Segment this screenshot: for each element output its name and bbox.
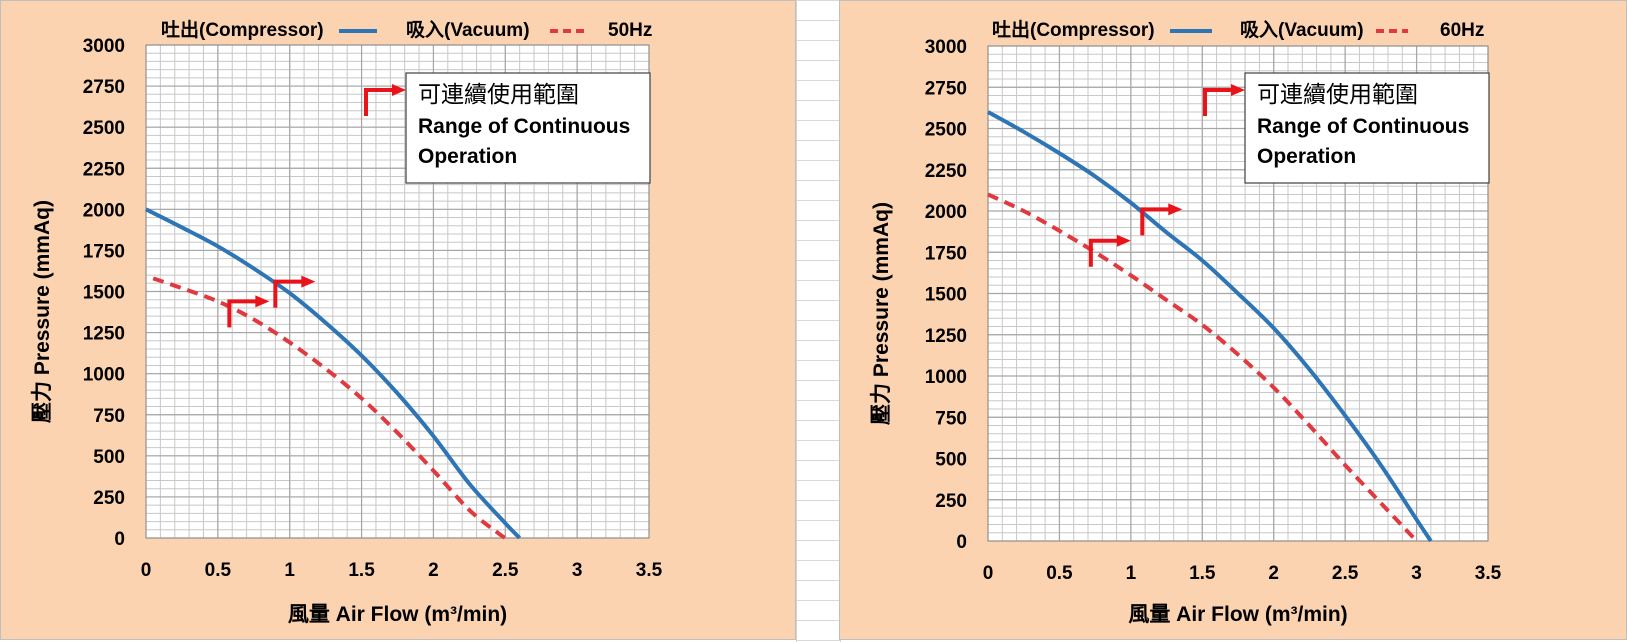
arrow-shaft	[364, 88, 394, 116]
y-tick-label: 2000	[925, 202, 967, 223]
x-tick-label: 1.5	[348, 560, 375, 581]
y-tick-label: 1750	[83, 241, 125, 262]
arrow-head	[1168, 203, 1183, 216]
chart-panel-60hz: 0 0.5 1 1.5 2 2.5 3 3.5 0 250 500 750 1000 1250 1500 17…	[839, 0, 1627, 640]
arrow-head	[255, 295, 270, 308]
annotation-text-en-1: Range of Continuous	[1257, 115, 1469, 138]
y-tick-label: 2500	[925, 120, 967, 141]
chart-svg-50hz: 0 0.5 1 1.5 2 2.5 3 3.5 0 250 500 750 1000 1250 1500 17…	[31, 18, 663, 626]
y-tick-label: 3000	[83, 36, 125, 57]
x-tick-label: 0	[983, 563, 994, 584]
x-tick-label: 2	[1268, 563, 1279, 584]
y-tick-label: 2500	[83, 118, 125, 139]
compressor-series-line	[987, 110, 1433, 543]
y-tick-label: 2250	[83, 159, 125, 180]
plot-border	[145, 44, 650, 539]
y-tick-label: 250	[935, 491, 967, 512]
x-tick-label: 0	[141, 560, 152, 581]
compressor-limit-arrow	[1140, 203, 1183, 236]
arrow-shaft	[1203, 88, 1233, 116]
y-tick-label: 0	[114, 529, 125, 550]
frequency-label: 50Hz	[608, 20, 652, 41]
arrow-head	[301, 275, 316, 288]
vacuum-limit-arrow	[227, 295, 270, 328]
legend-label-compressor: 吐出(Compressor)	[161, 18, 324, 41]
x-tick-label: 2.5	[1332, 563, 1359, 584]
annotation-text-zh: 可連續使用範圍	[418, 81, 579, 107]
chart-panel-50hz: 0 0.5 1 1.5 2 2.5 3 3.5 0 250 500 750 1000 1250 1500 17…	[0, 0, 796, 640]
annotation-arrow-icon	[1203, 84, 1245, 116]
vacuum-series-line	[987, 192, 1419, 543]
vacuum-series-line	[152, 276, 507, 540]
arrow-head	[392, 84, 406, 96]
y-tick-label: 250	[93, 488, 125, 509]
legend-label-vacuum: 吸入(Vacuum)	[406, 19, 530, 41]
x-tick-label: 2.5	[492, 560, 519, 581]
x-tick-label: 1.5	[1189, 563, 1216, 584]
frequency-label: 60Hz	[1440, 20, 1484, 41]
y-tick-label: 2250	[925, 161, 967, 182]
compressor-series-line	[145, 207, 522, 540]
y-tick-label: 1500	[83, 283, 125, 304]
plot-border	[987, 45, 1489, 542]
arrow-head	[1231, 84, 1245, 96]
y-tick-label: 2750	[83, 77, 125, 98]
spreadsheet-gap	[796, 0, 841, 642]
y-tick-label: 750	[93, 406, 125, 427]
annotation-arrow-icon	[364, 84, 406, 116]
x-tick-label: 1	[284, 560, 295, 581]
annotation-text-en-2: Operation	[1257, 145, 1356, 168]
y-tick-label: 0	[956, 532, 967, 553]
x-tick-label: 1	[1126, 563, 1137, 584]
x-tick-label: 0.5	[205, 560, 232, 581]
x-tick-label: 3	[1411, 563, 1422, 584]
chart-svg-60hz: 0 0.5 1 1.5 2 2.5 3 3.5 0 250 500 750 1000 1250 1500 17…	[870, 18, 1502, 626]
legend-label-compressor: 吐出(Compressor)	[992, 18, 1155, 41]
arrow-shaft	[1088, 238, 1119, 267]
y-tick-label: 1250	[925, 326, 967, 347]
legend-label-vacuum: 吸入(Vacuum)	[1240, 19, 1364, 41]
annotation-text-en-1: Range of Continuous	[418, 115, 630, 138]
arrow-shaft	[273, 279, 304, 308]
annotation-box	[1244, 72, 1490, 184]
y-tick-label: 1750	[925, 243, 967, 264]
vacuum-limit-arrow	[1088, 234, 1131, 267]
x-tick-label: 0.5	[1046, 563, 1073, 584]
y-tick-label: 500	[93, 447, 125, 468]
y-tick-label: 750	[935, 408, 967, 429]
arrow-shaft	[227, 299, 258, 328]
x-tick-label: 3.5	[1475, 563, 1502, 584]
y-tick-label: 1500	[925, 285, 967, 306]
y-tick-label: 2000	[83, 200, 125, 221]
x-axis-label: 風量 Air Flow (m³/min)	[288, 603, 507, 626]
compressor-limit-arrow	[273, 275, 316, 308]
y-tick-label: 2750	[925, 78, 967, 99]
annotation-text-en-2: Operation	[418, 145, 517, 168]
y-tick-label: 500	[935, 450, 967, 471]
x-tick-label: 3	[572, 560, 583, 581]
x-tick-label: 3.5	[636, 560, 663, 581]
arrow-shaft	[1140, 207, 1171, 236]
arrow-head	[1116, 234, 1131, 247]
y-tick-label: 1000	[83, 365, 125, 386]
x-tick-label: 2	[428, 560, 439, 581]
annotation-text-zh: 可連續使用範圍	[1257, 81, 1418, 107]
annotation-box	[405, 72, 651, 184]
y-tick-label: 1000	[925, 367, 967, 388]
y-axis-label: 壓力 Pressure (mmAq)	[870, 202, 893, 425]
y-tick-label: 3000	[925, 37, 967, 58]
y-axis-label: 壓力 Pressure (mmAq)	[31, 200, 54, 423]
y-tick-label: 1250	[83, 324, 125, 345]
x-axis-label: 風量 Air Flow (m³/min)	[1128, 603, 1347, 626]
